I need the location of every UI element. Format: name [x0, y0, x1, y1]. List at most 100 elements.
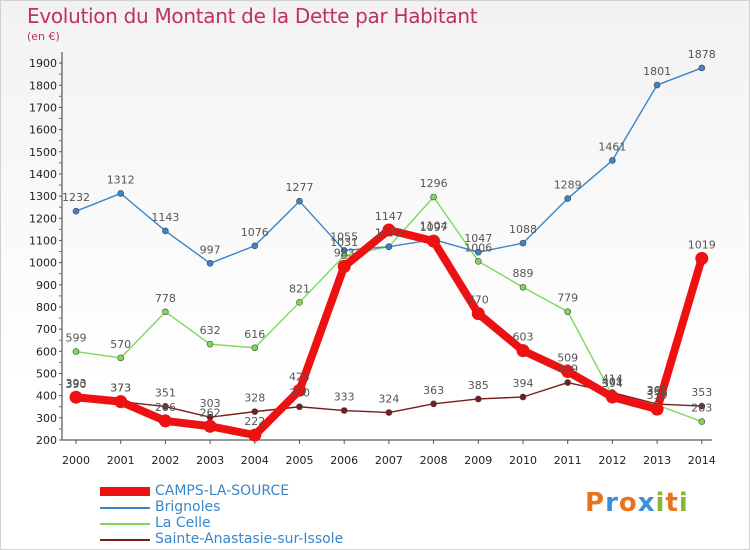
data-label-brignoles-2014: 1878 — [688, 48, 716, 61]
x-tick-label: 2000 — [62, 454, 90, 467]
data-label-brignoles-2004: 1076 — [241, 226, 269, 239]
data-label-la-celle-2010: 889 — [513, 267, 534, 280]
data-label-la-celle-2004: 616 — [244, 328, 265, 341]
y-tick-label: 1000 — [29, 257, 57, 270]
y-tick-label: 700 — [36, 323, 57, 336]
y-tick-label: 800 — [36, 301, 57, 314]
x-tick-label: 2003 — [196, 454, 224, 467]
data-label-la-celle-2005: 821 — [289, 282, 310, 295]
data-label-brignoles-2013: 1801 — [643, 65, 671, 78]
data-label-brignoles-2001: 1312 — [107, 173, 135, 186]
x-tick-label: 2012 — [598, 454, 626, 467]
point-la-celle-2011 — [564, 308, 572, 315]
y-tick-label: 1900 — [29, 57, 57, 70]
point-camps-la-source-2013 — [650, 402, 664, 416]
data-label-sainte-anastasie-sur-issole-2001: 373 — [110, 382, 131, 395]
data-label-sainte-anastasie-sur-issole-2002: 351 — [155, 387, 176, 400]
point-camps-la-source-2004 — [248, 428, 262, 442]
point-la-celle-2002 — [162, 308, 169, 316]
data-label-brignoles-2002: 1143 — [151, 211, 179, 224]
legend-label-sainte-anastasie: Sainte-Anastasie-sur-Issole — [155, 531, 344, 547]
data-label-la-celle-2012: 401 — [602, 375, 623, 388]
point-camps-la-source-2001 — [114, 395, 128, 409]
y-tick-label: 300 — [36, 412, 57, 425]
proxiti-logo: Proxiti — [585, 488, 689, 518]
point-sainte-anastasie-sur-issole-2010 — [519, 393, 527, 401]
data-label-la-celle-2006: 1031 — [330, 236, 358, 249]
point-camps-la-source-2008 — [427, 234, 441, 248]
y-tick-label: 600 — [36, 345, 57, 358]
x-tick-label: 2013 — [643, 454, 671, 467]
point-camps-la-source-2009 — [471, 307, 485, 321]
data-label-brignoles-2011: 1289 — [554, 179, 582, 192]
x-tick-label: 2011 — [554, 454, 582, 467]
data-label-camps-la-source-2001: 373 — [110, 382, 131, 395]
data-label-sainte-anastasie-sur-issole-2000: 390 — [66, 378, 87, 391]
point-brignoles-2004 — [251, 242, 259, 250]
x-tick-label: 2014 — [688, 454, 716, 467]
point-camps-la-source-2012 — [605, 390, 619, 404]
logo-letter: o — [618, 488, 638, 518]
point-sainte-anastasie-sur-issole-2004 — [251, 408, 259, 415]
data-label-brignoles-2007: 1072 — [375, 227, 403, 240]
point-brignoles-2014 — [698, 64, 706, 72]
point-brignoles-2012 — [609, 157, 616, 164]
data-label-sainte-anastasie-sur-issole-2011: 459 — [557, 363, 578, 376]
data-label-camps-la-source-2003: 262 — [200, 406, 221, 419]
data-label-la-celle-2007: 1072 — [375, 227, 403, 240]
data-label-la-celle-2002: 778 — [155, 292, 176, 305]
x-tick-label: 2007 — [375, 454, 403, 467]
point-sainte-anastasie-sur-issole-2008 — [430, 400, 437, 408]
x-tick-label: 2008 — [420, 454, 448, 467]
x-tick-label: 2010 — [509, 454, 537, 467]
y-tick-label: 1700 — [29, 101, 57, 114]
point-camps-la-source-2003 — [203, 419, 217, 433]
logo-letter: r — [605, 488, 619, 518]
data-label-camps-la-source-2009: 770 — [468, 294, 489, 307]
logo-letter: x — [637, 488, 656, 518]
point-sainte-anastasie-sur-issole-2005 — [296, 403, 303, 411]
point-brignoles-2002 — [162, 227, 169, 235]
point-camps-la-source-2007 — [382, 223, 396, 237]
data-labels: 393 373 286 262 222 424 983 1147 1097 770 603 509 39… — [62, 48, 716, 428]
legend-swatch-la-celle — [100, 523, 150, 525]
point-sainte-anastasie-sur-issole-2007 — [385, 409, 393, 416]
y-tick-labels: 200 300 400 500 600 700 800 900 1000 1100 1200 1300… — [29, 57, 57, 447]
legend-label-camps: CAMPS-LA-SOURCE — [155, 483, 290, 499]
x-tick-label: 2001 — [107, 454, 135, 467]
point-la-celle-2000 — [72, 348, 80, 355]
point-sainte-anastasie-sur-issole-2002 — [162, 403, 169, 410]
data-label-la-celle-2014: 283 — [691, 402, 712, 415]
point-brignoles-2007 — [385, 243, 393, 250]
data-label-la-celle-2000: 599 — [66, 332, 87, 345]
y-tick-label: 1100 — [29, 234, 57, 247]
data-label-brignoles-2008: 1104 — [420, 220, 448, 233]
data-label-camps-la-source-2004: 222 — [244, 415, 265, 428]
legend-swatch-brignoles — [100, 507, 150, 509]
point-brignoles-2003 — [206, 259, 214, 267]
x-tick-label: 2009 — [464, 454, 492, 467]
point-camps-la-source-2006 — [337, 259, 351, 273]
point-brignoles-2010 — [519, 239, 527, 247]
point-camps-la-source-2011 — [561, 364, 575, 378]
data-label-la-celle-2008: 1296 — [420, 177, 448, 190]
legend-swatch-sainte-anastasie — [100, 539, 150, 541]
point-la-celle-2008 — [430, 193, 437, 201]
data-label-camps-la-source-2005: 424 — [289, 370, 310, 383]
x-tick-label: 2002 — [151, 454, 179, 467]
point-la-celle-2003 — [206, 340, 214, 348]
y-tick-label: 200 — [36, 434, 57, 447]
point-brignoles-2000 — [72, 207, 80, 215]
y-tick-label: 500 — [36, 367, 57, 380]
point-brignoles-2009 — [474, 248, 482, 256]
data-label-camps-la-source-2002: 286 — [155, 401, 176, 414]
point-camps-la-source-2010 — [516, 344, 530, 358]
data-label-camps-la-source-2000: 393 — [66, 377, 87, 390]
point-la-celle-2001 — [117, 354, 124, 362]
data-label-camps-la-source-2011: 509 — [557, 351, 578, 364]
data-label-sainte-anastasie-sur-issole-2010: 394 — [513, 377, 534, 390]
data-label-sainte-anastasie-sur-issole-2006: 333 — [334, 391, 355, 404]
data-label-sainte-anastasie-sur-issole-2007: 324 — [378, 393, 399, 406]
data-label-camps-la-source-2007: 1147 — [375, 210, 403, 223]
